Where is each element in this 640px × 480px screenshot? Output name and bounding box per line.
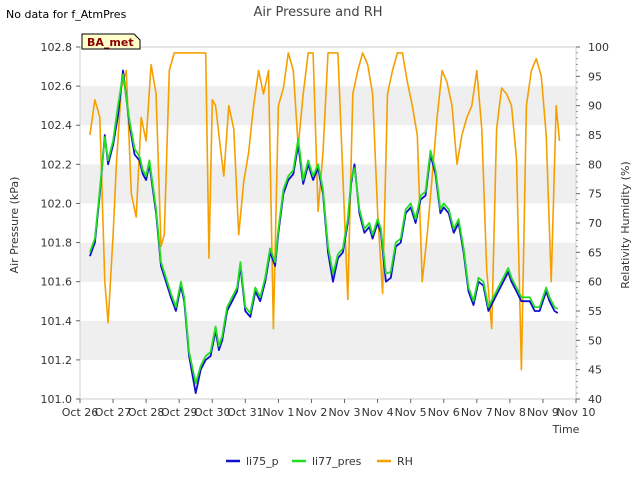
grid-bands (80, 86, 576, 360)
y2-tick-label: 100 (588, 41, 609, 54)
site-badge-label: BA_met (87, 36, 134, 49)
y-axis-ticks: 101.0 101.2 101.4 101.6 101.8 102.0 102.2 102.4… (41, 41, 80, 406)
y2-tick-label: 40 (588, 393, 602, 406)
x-tick-label: Nov 10 (557, 406, 596, 419)
y2-tick-label: 75 (588, 188, 602, 201)
grid-band (80, 320, 576, 360)
x-tick-label: Oct 28 (128, 406, 165, 419)
y2-tick-label: 95 (588, 70, 602, 83)
x-tick-label: Nov 9 (527, 406, 559, 419)
chart-title: Air Pressure and RH (253, 5, 382, 20)
legend-label: li75_p (246, 455, 279, 468)
legend-label: RH (397, 455, 413, 468)
x-tick-label: Oct 31 (227, 406, 264, 419)
x-tick-label: Nov 3 (329, 406, 361, 419)
y2-tick-label: 85 (588, 129, 602, 142)
x-tick-label: Oct 30 (194, 406, 231, 419)
y2-tick-label: 50 (588, 334, 602, 347)
x-tick-label: Nov 6 (428, 406, 460, 419)
legend-label: li77_pres (312, 455, 362, 468)
y-tick-label: 101.4 (41, 315, 73, 328)
x-axis-title: Time (552, 423, 580, 436)
grid-band (80, 86, 576, 126)
series-line-li77-pres (89, 73, 559, 385)
site-badge: BA_met (81, 33, 141, 50)
y-tick-label: 102.8 (41, 41, 73, 54)
y2-tick-label: 60 (588, 276, 602, 289)
x-tick-label: Nov 7 (461, 406, 493, 419)
x-tick-label: Nov 1 (262, 406, 294, 419)
site-badge-shape (81, 33, 141, 50)
y-tick-label: 101.0 (41, 393, 73, 406)
x-tick-label: Oct 26 (62, 406, 99, 419)
y-tick-label: 101.6 (41, 276, 73, 289)
x-tick-label: Nov 4 (362, 406, 394, 419)
y2-axis-title: Relativity Humidity (%) (619, 161, 632, 288)
x-tick-label: Nov 5 (395, 406, 427, 419)
y-tick-label: 101.2 (41, 354, 73, 367)
x-tick-label: Oct 27 (95, 406, 132, 419)
y-tick-label: 102.6 (41, 80, 73, 93)
y-tick-label: 102.0 (41, 197, 73, 210)
y-tick-label: 102.2 (41, 158, 73, 171)
y2-tick-label: 45 (588, 364, 602, 377)
y-tick-label: 102.4 (41, 119, 73, 132)
x-tick-label: Oct 29 (161, 406, 198, 419)
y-tick-label: 101.8 (41, 237, 73, 250)
x-tick-label: Nov 2 (295, 406, 327, 419)
y2-tick-label: 65 (588, 246, 602, 259)
y2-tick-label: 90 (588, 100, 602, 113)
y2-tick-label: 80 (588, 158, 602, 171)
y-axis-title: Air Pressure (kPa) (8, 177, 21, 274)
x-tick-label: Nov 8 (494, 406, 526, 419)
grid-band (80, 164, 576, 204)
series-layer (89, 52, 561, 395)
y2-tick-label: 55 (588, 305, 602, 318)
legend: li75_p li77_pres RH (226, 455, 413, 468)
y2-tick-label: 70 (588, 217, 602, 230)
series-line-rh (89, 52, 561, 371)
y2-axis-ticks: 40 45 50 55 60 65 70 75 80 85 90 95 100 (576, 41, 609, 406)
no-data-message: No data for f_AtmPres (6, 8, 127, 21)
